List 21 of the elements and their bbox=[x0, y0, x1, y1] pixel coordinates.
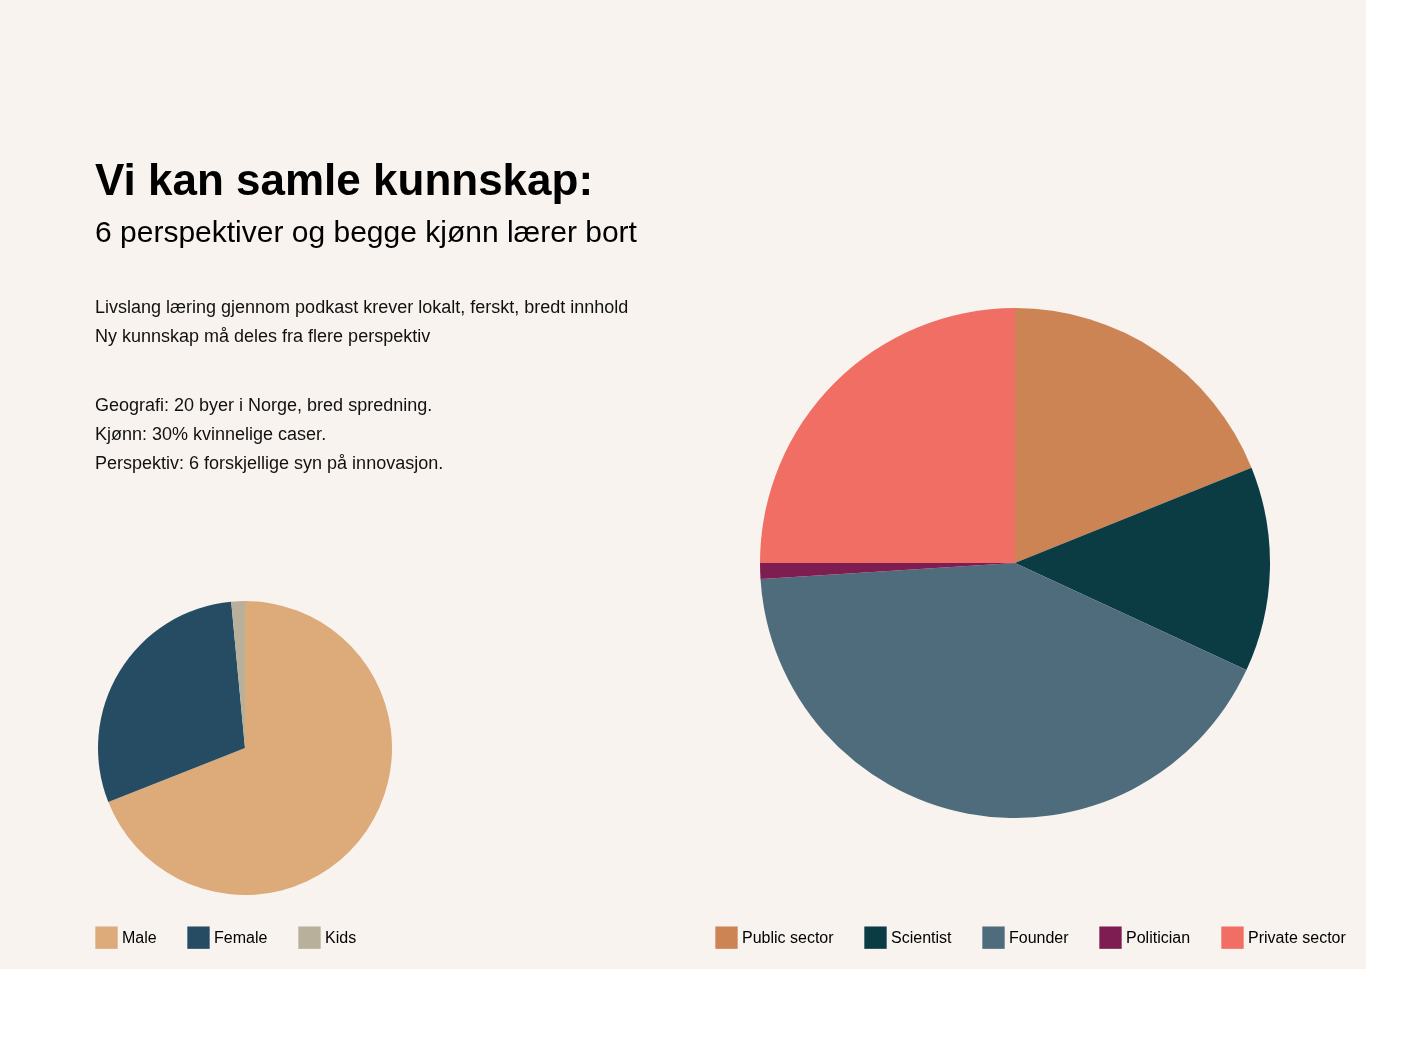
legend-label: Scientist bbox=[891, 928, 953, 946]
legend-label: Kids bbox=[325, 928, 357, 946]
legend-label: Private sector bbox=[1248, 928, 1347, 946]
pie-slice bbox=[98, 601, 245, 803]
legend-label: Founder bbox=[1009, 928, 1070, 946]
legend-label: Politician bbox=[1126, 928, 1191, 946]
text: Geografi: 20 byer i Norge, bred spredning. bbox=[95, 395, 433, 415]
chart-title: Vi kan samle kunnskap: bbox=[95, 155, 594, 204]
pie-slice bbox=[760, 563, 1247, 818]
text: Kjønn: 30% kvinnelige caser. bbox=[95, 424, 327, 444]
pie-slice bbox=[108, 601, 392, 895]
legend-label: Public sector bbox=[742, 928, 835, 946]
legend-label: Male bbox=[122, 928, 157, 946]
pie-slice bbox=[760, 308, 1015, 563]
text: Ny kunnskap må deles fra flere perspektiv bbox=[95, 326, 431, 346]
pie-slice bbox=[1015, 308, 1252, 563]
legend-label: Female bbox=[214, 928, 268, 946]
chart-subtitle: 6 perspektiver og begge kjønn lærer bort bbox=[95, 215, 638, 248]
text: Perspektiv: 6 forskjellige syn på innovasjon. bbox=[95, 453, 444, 473]
text: Livslang læring gjennom podkast krever lokalt, ferskt, bredt innhold bbox=[95, 297, 629, 317]
pie-slice bbox=[1015, 467, 1270, 671]
